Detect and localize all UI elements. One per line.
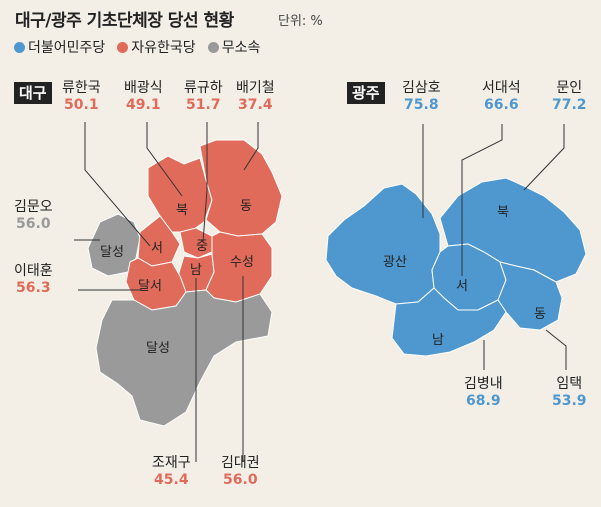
legend-item-liberty-korea: 자유한국당 bbox=[117, 37, 196, 57]
winner-value: 51.7 bbox=[186, 97, 221, 113]
city-tag-daegu: 대구 bbox=[14, 82, 52, 104]
winner-label: 이태훈 56.3 bbox=[14, 263, 53, 297]
winner-value: 37.4 bbox=[238, 97, 273, 113]
district-label: 광산 bbox=[383, 255, 407, 270]
winner-name: 조재구 bbox=[152, 455, 191, 471]
district-label: 북 bbox=[497, 205, 509, 220]
region-nam-gj bbox=[391, 287, 507, 357]
legend-label: 자유한국당 bbox=[131, 40, 196, 56]
winner-label: 류규하 51.7 bbox=[184, 80, 223, 114]
winner-value: 66.6 bbox=[484, 97, 519, 113]
winner-name: 김문오 bbox=[14, 199, 53, 215]
winner-label: 김삼호 75.8 bbox=[402, 80, 441, 114]
winner-value: 45.4 bbox=[154, 472, 189, 488]
legend-swatch-gray bbox=[207, 41, 219, 53]
winner-name: 배기철 bbox=[236, 80, 275, 96]
winner-name: 김삼호 bbox=[402, 80, 441, 96]
district-label: 서 bbox=[151, 241, 163, 256]
region-dong bbox=[199, 139, 283, 237]
district-label: 남 bbox=[190, 263, 202, 278]
region-dong-gj bbox=[497, 261, 563, 331]
district-label: 수성 bbox=[230, 255, 254, 270]
winner-name: 김대권 bbox=[221, 455, 260, 471]
winner-value: 75.8 bbox=[404, 97, 439, 113]
winner-name: 류규하 bbox=[184, 80, 223, 96]
winner-label: 김문오 56.0 bbox=[14, 199, 53, 233]
winner-name: 배광식 bbox=[124, 80, 163, 96]
winner-name: 류한국 bbox=[62, 80, 101, 96]
winner-value: 56.0 bbox=[223, 472, 258, 488]
map-title: 대구/광주 기초단체장 당선 현황 bbox=[15, 11, 234, 31]
winner-label: 류한국 50.1 bbox=[62, 80, 101, 114]
winner-value: 56.0 bbox=[16, 216, 51, 232]
district-label: 북 bbox=[176, 203, 188, 218]
winner-value: 53.9 bbox=[552, 393, 587, 409]
legend-swatch-blue bbox=[14, 41, 25, 53]
district-label: 동 bbox=[240, 199, 252, 214]
daegu-map: 북 동 서 중 남 달서 수성 달성 달성 bbox=[74, 122, 283, 462]
district-label: 달성 bbox=[100, 245, 124, 260]
city-tag-gwangju: 광주 bbox=[347, 82, 385, 104]
winner-value: 77.2 bbox=[552, 97, 587, 113]
winner-value: 56.3 bbox=[16, 280, 51, 296]
legend-item-independent: 무소속 bbox=[207, 37, 261, 57]
legend-item-democratic: 더불어민주당 bbox=[14, 37, 105, 57]
winner-label: 배광식 49.1 bbox=[124, 80, 163, 114]
legend: 더불어민주당 자유한국당 무소속 bbox=[14, 37, 260, 57]
winner-label: 문인 77.2 bbox=[552, 80, 587, 114]
winner-name: 이태훈 bbox=[14, 263, 53, 279]
district-label: 달서 bbox=[138, 279, 162, 294]
unit-label: 단위: % bbox=[278, 14, 323, 29]
winner-name: 서대석 bbox=[482, 80, 521, 96]
legend-swatch-red bbox=[117, 41, 129, 53]
winner-name: 임택 bbox=[556, 376, 583, 392]
winner-value: 49.1 bbox=[126, 97, 161, 113]
winner-label: 임택 53.9 bbox=[552, 376, 587, 410]
winner-label: 조재구 45.4 bbox=[152, 455, 191, 489]
gwangju-map: 광산 북 서 동 남 bbox=[325, 124, 587, 370]
winner-value: 50.1 bbox=[64, 97, 99, 113]
district-label: 달성 bbox=[146, 341, 170, 356]
district-label: 동 bbox=[534, 307, 546, 322]
legend-label: 더불어민주당 bbox=[28, 40, 106, 56]
winner-label: 김대권 56.0 bbox=[221, 455, 260, 489]
region-dalseong-south bbox=[95, 289, 273, 427]
winner-label: 서대석 66.6 bbox=[482, 80, 521, 114]
district-label: 남 bbox=[432, 333, 444, 348]
winner-name: 문인 bbox=[556, 80, 583, 96]
legend-label: 무소속 bbox=[221, 40, 261, 56]
winner-label: 배기철 37.4 bbox=[236, 80, 275, 114]
winner-value: 68.9 bbox=[466, 393, 501, 409]
winner-label: 김병내 68.9 bbox=[464, 376, 503, 410]
winner-name: 김병내 bbox=[464, 376, 503, 392]
district-label: 중 bbox=[196, 239, 208, 254]
district-label: 서 bbox=[456, 279, 468, 294]
